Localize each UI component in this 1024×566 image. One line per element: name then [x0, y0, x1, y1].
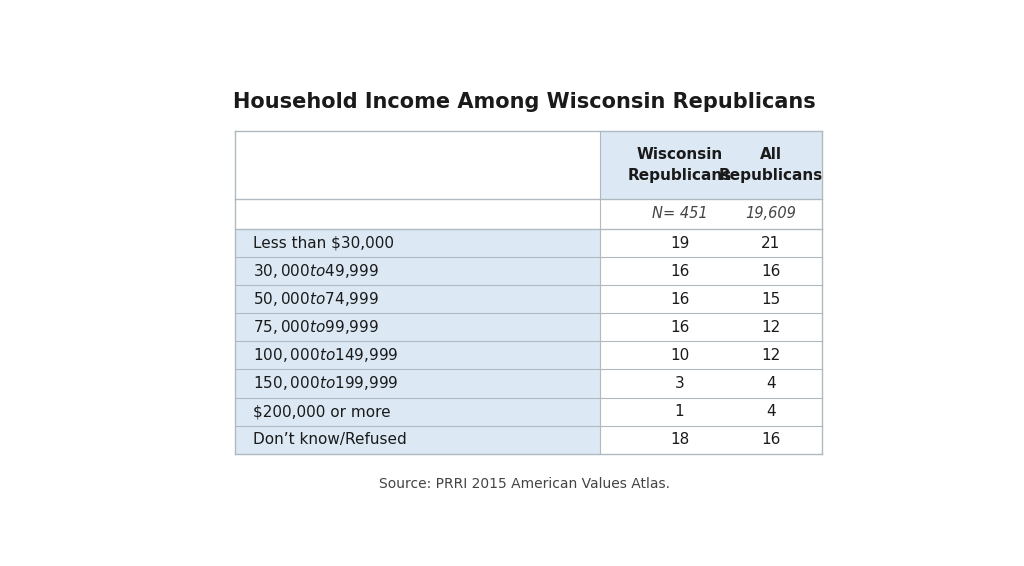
Bar — [236, 341, 600, 370]
Text: 10: 10 — [670, 348, 689, 363]
Text: 16: 16 — [761, 432, 780, 447]
Text: 16: 16 — [670, 264, 689, 279]
Text: $75,000 to $99,999: $75,000 to $99,999 — [253, 318, 379, 336]
Text: $100,000 to $149,999: $100,000 to $149,999 — [253, 346, 398, 365]
Text: Don’t know/Refused: Don’t know/Refused — [253, 432, 407, 447]
Text: 16: 16 — [670, 292, 689, 307]
Text: 1: 1 — [675, 404, 684, 419]
Text: N= 451: N= 451 — [651, 207, 708, 221]
Text: Less than $30,000: Less than $30,000 — [253, 235, 393, 251]
Text: $150,000 to $199,999: $150,000 to $199,999 — [253, 375, 398, 392]
Text: Source: PRRI 2015 American Values Atlas.: Source: PRRI 2015 American Values Atlas. — [379, 477, 671, 491]
Text: Wisconsin
Republicans: Wisconsin Republicans — [628, 147, 732, 183]
Text: 18: 18 — [670, 432, 689, 447]
Text: 4: 4 — [766, 404, 775, 419]
Bar — [236, 370, 600, 397]
Bar — [236, 229, 600, 257]
Text: 21: 21 — [761, 235, 780, 251]
Bar — [236, 257, 600, 285]
Text: 12: 12 — [761, 320, 780, 335]
Text: All
Republicans: All Republicans — [719, 147, 823, 183]
Text: $200,000 or more: $200,000 or more — [253, 404, 390, 419]
Bar — [236, 314, 600, 341]
Text: 19,609: 19,609 — [745, 207, 797, 221]
Text: $50,000 to $74,999: $50,000 to $74,999 — [253, 290, 379, 308]
Text: 16: 16 — [670, 320, 689, 335]
Text: 3: 3 — [675, 376, 684, 391]
Bar — [236, 397, 600, 426]
Text: 19: 19 — [670, 235, 689, 251]
Text: 4: 4 — [766, 376, 775, 391]
Text: Household Income Among Wisconsin Republicans: Household Income Among Wisconsin Republi… — [233, 92, 816, 112]
Text: $30,000 to $49,999: $30,000 to $49,999 — [253, 262, 379, 280]
Bar — [236, 285, 600, 314]
Bar — [236, 426, 600, 453]
Text: 12: 12 — [761, 348, 780, 363]
Text: 16: 16 — [761, 264, 780, 279]
Text: 15: 15 — [761, 292, 780, 307]
